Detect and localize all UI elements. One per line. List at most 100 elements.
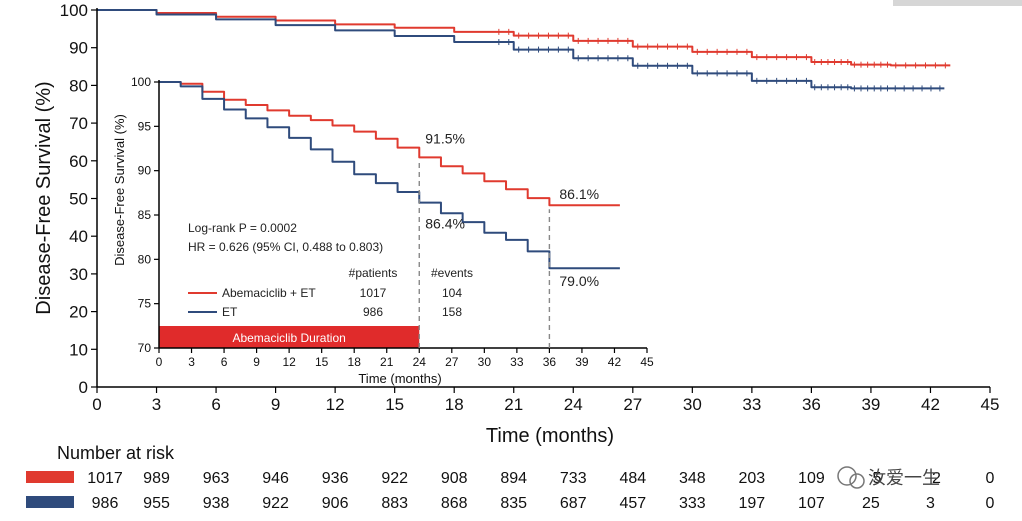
main-x-tick-label: 24 — [564, 395, 583, 414]
risk-value: 946 — [262, 470, 289, 487]
main-x-tick-label: 45 — [981, 395, 1000, 414]
inset-y-tick-label: 95 — [138, 119, 152, 133]
risk-value: 0 — [986, 470, 995, 487]
main-y-tick-label: 70 — [69, 114, 88, 133]
legend-header-events: #events — [431, 266, 473, 280]
inset-x-tick-label: 30 — [478, 355, 492, 369]
main-series-abemaciclib — [97, 9, 951, 67]
inset-x-tick-label: 24 — [413, 355, 427, 369]
risk-value: 986 — [92, 495, 119, 512]
main-y-tick-label: 30 — [69, 265, 88, 284]
main-x-tick-label: 15 — [385, 395, 404, 414]
inset-x-axis-label: Time (months) — [358, 371, 441, 386]
main-series-et — [97, 9, 945, 90]
risk-value: 908 — [441, 470, 468, 487]
inset-x-tick-label: 27 — [445, 355, 459, 369]
risk-value: 109 — [798, 470, 825, 487]
risk-value: 203 — [739, 470, 766, 487]
risk-value: 906 — [322, 495, 349, 512]
inset-x-tick-label: 21 — [380, 355, 394, 369]
inset-y-tick-label: 80 — [138, 252, 152, 266]
risk-value: 894 — [500, 470, 527, 487]
risk-value: 2 — [932, 470, 941, 487]
inset-series-abemaciclib — [159, 81, 620, 207]
inset-series-et — [159, 81, 620, 270]
inset-x-tick-label: 18 — [348, 355, 362, 369]
main-curves — [97, 9, 951, 92]
inset-axes: 0 3 6 9 12 15 18 21 24 27 30 33 36 39 42 45707580859095… — [131, 75, 654, 369]
risk-value: 733 — [560, 470, 587, 487]
risk-value: 197 — [739, 495, 766, 512]
main-x-tick-label: 6 — [211, 395, 220, 414]
risk-value: 5 — [872, 470, 881, 487]
main-y-tick-label: 80 — [69, 76, 88, 95]
inset-curves — [159, 81, 620, 270]
corner-strip — [893, 0, 1022, 6]
legend-events-et: 158 — [442, 305, 462, 319]
risk-value: 333 — [679, 495, 706, 512]
legend-events-abemaciclib: 104 — [442, 286, 462, 300]
legend-patients-et: 986 — [363, 305, 383, 319]
main-x-tick-label: 30 — [683, 395, 702, 414]
risk-value: 963 — [203, 470, 230, 487]
risk-value: 835 — [500, 495, 527, 512]
main-x-tick-label: 27 — [623, 395, 642, 414]
legend-patients-abemaciclib: 1017 — [360, 286, 387, 300]
risk-value: 3 — [926, 495, 935, 512]
inset-annotation-label: 86.1% — [559, 186, 599, 202]
abemaciclib-duration-label: Abemaciclib Duration — [232, 331, 345, 345]
inset-x-tick-label: 45 — [640, 355, 654, 369]
logrank-text: Log-rank P = 0.0002 — [188, 221, 297, 235]
main-y-tick-label: 60 — [69, 152, 88, 171]
inset-x-tick-label: 0 — [156, 355, 163, 369]
inset-annotation-label: 91.5% — [425, 130, 465, 146]
watermark-icon — [837, 466, 857, 486]
main-y-tick-label: 0 — [79, 378, 88, 397]
risk-value: 687 — [560, 495, 587, 512]
main-x-tick-label: 33 — [742, 395, 761, 414]
risk-value: 936 — [322, 470, 349, 487]
main-x-tick-label: 12 — [326, 395, 345, 414]
risk-value: 955 — [143, 495, 170, 512]
risk-value: 989 — [143, 470, 170, 487]
number-at-risk-table: Number at risk 1017 989 963 946 936 922 908 894… — [26, 443, 995, 512]
duration-bar-group: Abemaciclib Duration — [159, 326, 420, 348]
risk-value: 922 — [381, 470, 408, 487]
abemaciclib-duration-bar — [159, 326, 420, 348]
inset-x-tick-label: 3 — [188, 355, 195, 369]
main-x-tick-label: 18 — [445, 395, 464, 414]
main-y-axis-label: Disease-Free Survival (%) — [33, 81, 55, 314]
inset-x-tick-label: 42 — [608, 355, 622, 369]
main-y-tick-label: 10 — [69, 340, 88, 359]
risk-table-title: Number at risk — [57, 443, 175, 463]
risk-value: 107 — [798, 495, 825, 512]
main-x-tick-label: 39 — [861, 395, 880, 414]
main-x-tick-label: 3 — [152, 395, 161, 414]
risk-value: 348 — [679, 470, 706, 487]
main-axes: 0 3 6 9 12 15 18 21 24 27 30 33 36 39 42 45010203040506… — [60, 1, 1000, 414]
inset-annotation-label: 79.0% — [559, 273, 599, 289]
main-chart: 0 3 6 9 12 15 18 21 24 27 30 33 36 39 42 45010203040506… — [33, 1, 999, 447]
main-y-tick-label: 90 — [69, 39, 88, 58]
inset-y-tick-label: 90 — [138, 164, 152, 178]
risk-rows: 1017 989 963 946 936 922 908 894 733 484 348 203 109… — [26, 470, 995, 512]
risk-value: 484 — [619, 470, 646, 487]
risk-value: 883 — [381, 495, 408, 512]
main-y-tick-label: 100 — [60, 1, 88, 20]
main-y-tick-label: 50 — [69, 190, 88, 209]
risk-value: 1017 — [87, 470, 123, 487]
main-x-tick-label: 36 — [802, 395, 821, 414]
main-y-tick-label: 40 — [69, 227, 88, 246]
risk-swatch-abemaciclib — [26, 471, 74, 483]
main-x-axis-label: Time (months) — [486, 425, 614, 447]
inset-x-tick-label: 39 — [575, 355, 589, 369]
watermark-icon-2 — [849, 473, 865, 489]
inset-y-tick-label: 75 — [138, 297, 152, 311]
inset-x-tick-label: 15 — [315, 355, 329, 369]
risk-value: 25 — [862, 495, 880, 512]
main-x-tick-label: 0 — [92, 395, 101, 414]
inset-annotation-label: 86.4% — [425, 216, 465, 232]
inset-x-tick-label: 6 — [221, 355, 228, 369]
inset-chart: Abemaciclib Duration 0 3 6 9 12 15 18 21 24 27 30 3… — [112, 75, 654, 386]
